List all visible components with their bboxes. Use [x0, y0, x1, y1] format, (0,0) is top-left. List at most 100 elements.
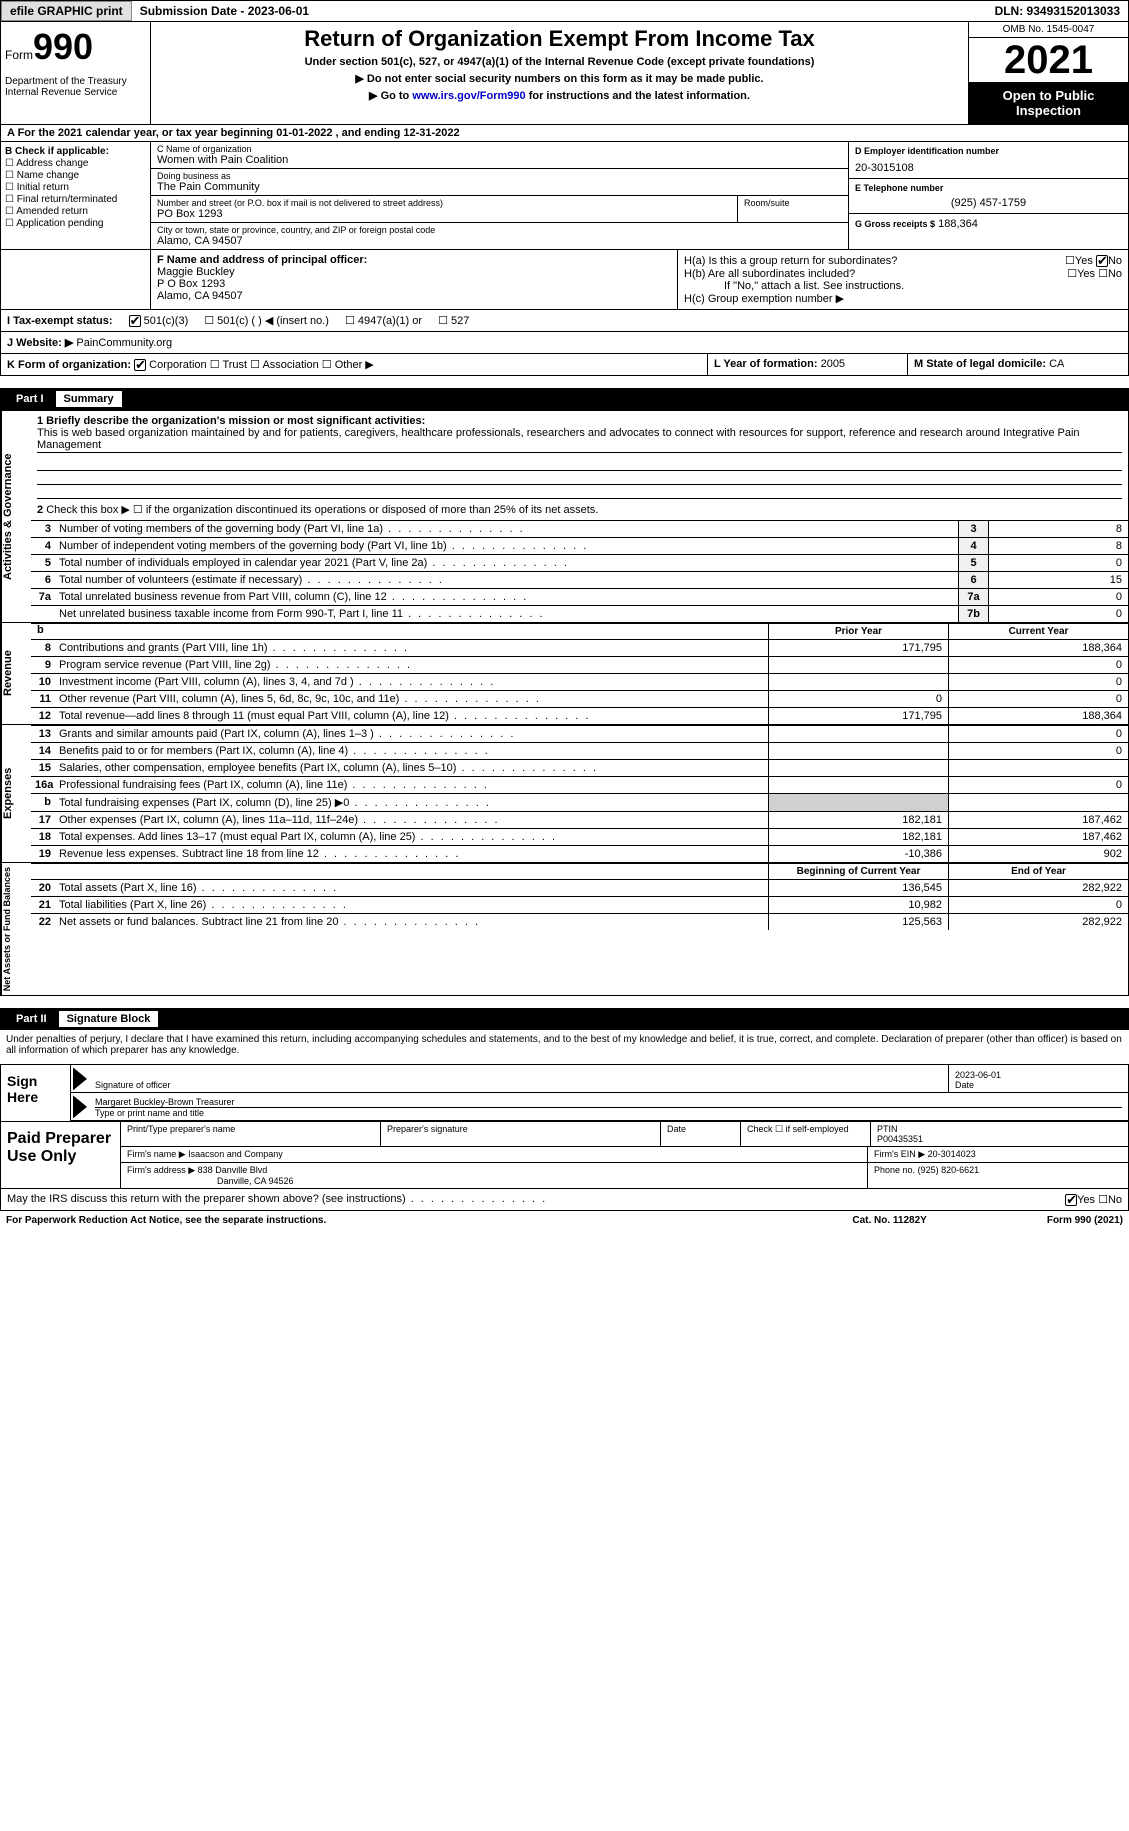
firm-phone: (925) 820-6621: [918, 1165, 980, 1175]
org-name-label: C Name of organization: [157, 144, 842, 154]
discuss-row: May the IRS discuss this return with the…: [0, 1189, 1129, 1211]
website-label: J Website: ▶: [7, 337, 73, 349]
section-b-c-d: B Check if applicable: ☐ Address change …: [0, 142, 1129, 250]
ha-label: H(a) Is this a group return for subordin…: [684, 255, 1065, 267]
sig-officer-label: Signature of officer: [95, 1080, 942, 1090]
dba: The Pain Community: [157, 181, 842, 193]
preparer-block: Paid Preparer Use Only Print/Type prepar…: [0, 1122, 1129, 1189]
form-number: Form990: [5, 26, 146, 68]
gov-row: 3Number of voting members of the governi…: [31, 520, 1128, 537]
ptin: P00435351: [877, 1134, 1122, 1144]
line-a: A For the 2021 calendar year, or tax yea…: [0, 125, 1129, 142]
k-l-m-row: K Form of organization: Corporation ☐ Tr…: [0, 354, 1129, 376]
irs-link[interactable]: www.irs.gov/Form990: [412, 90, 525, 102]
tax-year: 2021: [969, 38, 1128, 82]
l-val: 2005: [821, 358, 845, 370]
data-row: 11Other revenue (Part VIII, column (A), …: [31, 690, 1128, 707]
sig-name-label: Type or print name and title: [95, 1108, 1122, 1118]
sig-date-val: 2023-06-01: [955, 1070, 1122, 1080]
check-final-return[interactable]: ☐ Final return/terminated: [5, 194, 146, 205]
efile-button[interactable]: efile GRAPHIC print: [1, 1, 132, 21]
data-row: 16aProfessional fundraising fees (Part I…: [31, 776, 1128, 793]
data-row: 13Grants and similar amounts paid (Part …: [31, 725, 1128, 742]
hc-label: H(c) Group exemption number ▶: [684, 292, 1122, 305]
website-val: PainCommunity.org: [76, 337, 172, 349]
form-subtitle: Under section 501(c), 527, or 4947(a)(1)…: [155, 56, 964, 68]
firm-addr1: 838 Danville Blvd: [198, 1165, 268, 1175]
gov-row: Net unrelated business taxable income fr…: [31, 605, 1128, 622]
data-row: 22Net assets or fund balances. Subtract …: [31, 913, 1128, 930]
goto-note: ▶ Go to www.irs.gov/Form990 for instruct…: [155, 89, 964, 102]
sign-here-label: Sign Here: [1, 1065, 71, 1121]
part2-header: Part II Signature Block: [0, 1008, 1129, 1030]
ein-label: D Employer identification number: [855, 146, 1122, 156]
check-app-pending[interactable]: ☐ Application pending: [5, 218, 146, 229]
side-exp: Expenses: [1, 725, 31, 862]
arrow-icon: [73, 1095, 87, 1118]
open-inspection: Open to Public Inspection: [969, 82, 1128, 124]
col-b: B Check if applicable: ☐ Address change …: [1, 142, 151, 249]
hb-label: H(b) Are all subordinates included?: [684, 268, 1067, 280]
tax-status-row: I Tax-exempt status: 501(c)(3) ☐ 501(c) …: [0, 310, 1129, 332]
firm-addr2: Danville, CA 94526: [127, 1176, 294, 1186]
ssn-note: ▶ Do not enter social security numbers o…: [155, 72, 964, 85]
room-label: Room/suite: [738, 196, 848, 222]
data-row: 19Revenue less expenses. Subtract line 1…: [31, 845, 1128, 862]
prep-label: Paid Preparer Use Only: [1, 1122, 121, 1188]
side-net: Net Assets or Fund Balances: [1, 863, 31, 995]
gov-row: 7aTotal unrelated business revenue from …: [31, 588, 1128, 605]
status-label: I Tax-exempt status:: [7, 315, 113, 327]
col-b-header: B Check if applicable:: [5, 146, 146, 157]
org-name: Women with Pain Coalition: [157, 154, 842, 166]
form-title: Return of Organization Exempt From Incom…: [155, 26, 964, 52]
data-row: 17Other expenses (Part IX, column (A), l…: [31, 811, 1128, 828]
data-row: 18Total expenses. Add lines 13–17 (must …: [31, 828, 1128, 845]
check-initial-return[interactable]: ☐ Initial return: [5, 182, 146, 193]
website-row: J Website: ▶ PainCommunity.org: [0, 332, 1129, 354]
check-address-change[interactable]: ☐ Address change: [5, 158, 146, 169]
dln: DLN: 93493152013033: [987, 2, 1128, 20]
street: PO Box 1293: [157, 208, 731, 220]
ha-no-check[interactable]: [1096, 255, 1108, 267]
sign-block: Sign Here Signature of officer 2023-06-0…: [0, 1064, 1129, 1122]
part1-header: Part I Summary: [0, 388, 1129, 410]
street-label: Number and street (or P.O. box if mail i…: [157, 198, 731, 208]
footer-mid: Cat. No. 11282Y: [852, 1215, 926, 1226]
ein: 20-3015108: [855, 162, 1122, 174]
m-val: CA: [1049, 358, 1064, 370]
gross-receipts: 188,364: [938, 218, 978, 230]
gross-label: G Gross receipts $: [855, 219, 935, 229]
city-label: City or town, state or province, country…: [157, 225, 842, 235]
mission-text: This is web based organization maintaine…: [37, 427, 1122, 453]
part1-rev: Revenue bPrior YearCurrent Year 8Contrib…: [0, 623, 1129, 725]
data-row: bTotal fundraising expenses (Part IX, co…: [31, 793, 1128, 811]
footer-right: Form 990 (2021): [1047, 1215, 1123, 1226]
arrow-icon: [73, 1067, 87, 1090]
data-row: 9Program service revenue (Part VIII, lin…: [31, 656, 1128, 673]
check-name-change[interactable]: ☐ Name change: [5, 170, 146, 181]
data-row: 12Total revenue—add lines 8 through 11 (…: [31, 707, 1128, 724]
discuss-yes[interactable]: [1065, 1194, 1077, 1206]
data-row: 10Investment income (Part VIII, column (…: [31, 673, 1128, 690]
m-label: M State of legal domicile:: [914, 358, 1046, 370]
city: Alamo, CA 94507: [157, 235, 842, 247]
dept-treasury: Department of the Treasury Internal Reve…: [5, 76, 146, 98]
gov-row: 6Total number of volunteers (estimate if…: [31, 571, 1128, 588]
l-label: L Year of formation:: [714, 358, 818, 370]
submission-date: Submission Date - 2023-06-01: [132, 2, 317, 20]
k-corp[interactable]: [134, 359, 146, 371]
top-bar: efile GRAPHIC print Submission Date - 20…: [0, 0, 1129, 22]
gov-row: 5Total number of individuals employed in…: [31, 554, 1128, 571]
part1-exp: Expenses 13Grants and similar amounts pa…: [0, 725, 1129, 863]
perjury-text: Under penalties of perjury, I declare th…: [0, 1030, 1129, 1060]
form-header: Form990 Department of the Treasury Inter…: [0, 22, 1129, 125]
k-label: K Form of organization:: [7, 359, 131, 371]
footer-left: For Paperwork Reduction Act Notice, see …: [6, 1215, 852, 1226]
status-501c3[interactable]: [129, 315, 141, 327]
part1-net: Net Assets or Fund Balances Beginning of…: [0, 863, 1129, 996]
gov-row: 4Number of independent voting members of…: [31, 537, 1128, 554]
part1-gov: Activities & Governance 1 Briefly descri…: [0, 410, 1129, 623]
sig-name: Margaret Buckley-Brown Treasurer: [95, 1097, 1122, 1108]
discuss-text: May the IRS discuss this return with the…: [7, 1193, 1065, 1206]
check-amended[interactable]: ☐ Amended return: [5, 206, 146, 217]
